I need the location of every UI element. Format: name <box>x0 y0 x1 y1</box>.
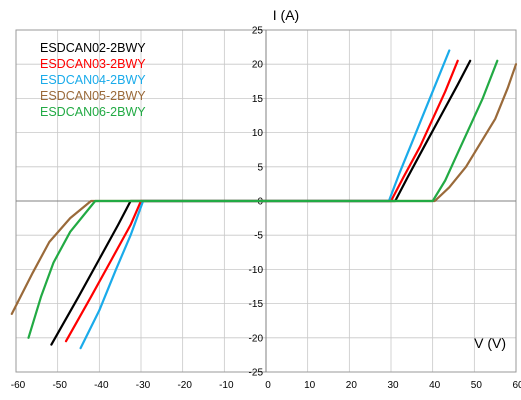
x-tick-label: -30 <box>136 380 151 391</box>
series-line-5 <box>27 59 499 339</box>
y-tick-label: 10 <box>252 128 264 139</box>
x-tick-label: 40 <box>429 380 441 391</box>
legend-entry: ESDCAN04-2BWY <box>40 73 146 87</box>
x-tick-label: 30 <box>387 380 399 391</box>
y-tick-label: -5 <box>254 231 263 242</box>
x-tick-label: -10 <box>219 380 234 391</box>
x-tick-label: -50 <box>52 380 67 391</box>
y-tick-label: -15 <box>249 299 264 310</box>
x-tick-label: 50 <box>471 380 483 391</box>
x-tick-label: 20 <box>346 380 358 391</box>
y-tick-label: -20 <box>249 333 264 344</box>
y-tick-label: 20 <box>252 60 264 71</box>
y-axis-title: I (A) <box>273 7 299 23</box>
y-tick-label: 15 <box>252 94 264 105</box>
x-tick-label: 10 <box>304 380 316 391</box>
legend: ESDCAN02-2BWY ESDCAN03-2BWY ESDCAN04-2BWY E… <box>40 41 146 119</box>
legend-entry: ESDCAN02-2BWY <box>40 41 146 55</box>
y-tick-label: -10 <box>249 265 264 276</box>
x-tick-label: 60 <box>512 380 521 391</box>
legend-entry: ESDCAN03-2BWY <box>40 57 146 71</box>
legend-entry: ESDCAN06-2BWY <box>40 105 146 119</box>
x-tick-label: -40 <box>94 380 109 391</box>
x-tick-label: 0 <box>265 380 271 391</box>
legend-entry: ESDCAN05-2BWY <box>40 89 146 103</box>
y-tick-label: -25 <box>249 368 264 379</box>
x-tick-label: -20 <box>177 380 192 391</box>
y-tick-label: 25 <box>252 26 264 37</box>
x-axis-title: V (V) <box>474 335 506 351</box>
series-line-4 <box>10 63 518 315</box>
y-tick-label: 5 <box>257 162 263 173</box>
x-tick-label: -60 <box>11 380 26 391</box>
